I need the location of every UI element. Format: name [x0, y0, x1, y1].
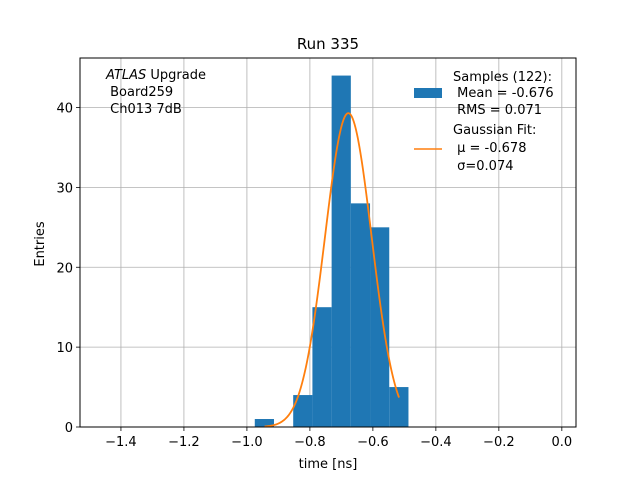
- histogram-bar: [331, 75, 351, 428]
- annotation-board: Board259: [106, 85, 173, 100]
- x-tick-label: −1.4: [105, 435, 137, 450]
- x-tick-label: −0.4: [420, 435, 452, 450]
- histogram-bar: [312, 307, 332, 427]
- y-axis-label: Entries: [33, 221, 48, 267]
- legend: Samples (122): Mean = -0.676 RMS = 0.071…: [414, 70, 554, 174]
- axis-ticks: −1.4 −1.2 −1.0 −0.8 −0.6 −0.4 −0.2 0.0 0 10 20 30 40: [56, 102, 572, 450]
- legend-hist-line-3: RMS = 0.071: [453, 103, 542, 118]
- annotation-upgrade: Upgrade: [146, 68, 206, 83]
- histogram-bar: [350, 203, 371, 427]
- svg-text:ATLAS Upgrade: ATLAS Upgrade: [105, 68, 206, 83]
- annotation-channel: Ch013 7dB: [106, 102, 182, 117]
- histogram-bars: [254, 75, 409, 428]
- plot-frame: [79, 57, 577, 428]
- x-axis-label: time [ns]: [299, 457, 358, 472]
- legend-hist-line-2: Mean = -0.676: [453, 86, 554, 101]
- histogram-bar: [370, 227, 390, 427]
- x-tick-label: −0.2: [483, 435, 515, 450]
- x-tick-label: −1.2: [168, 435, 200, 450]
- legend-hist-swatch: [414, 88, 442, 98]
- x-tick-label: −0.6: [357, 435, 389, 450]
- legend-fit-line-2: μ = -0.678: [453, 141, 526, 156]
- annotation-atlas: ATLAS: [105, 68, 146, 83]
- y-tick-label: 40: [56, 102, 73, 117]
- y-tick-label: 0: [65, 421, 73, 436]
- x-tick-label: −1.0: [231, 435, 263, 450]
- histogram-bar: [389, 387, 409, 427]
- histogram-bar: [254, 419, 274, 427]
- x-tick-label: 0.0: [551, 435, 572, 450]
- legend-hist-line-1: Samples (122):: [453, 70, 552, 85]
- histogram-bar: [293, 395, 313, 427]
- legend-fit-line-1: Gaussian Fit:: [453, 123, 536, 138]
- y-tick-label: 20: [56, 261, 73, 276]
- legend-fit-line-3: σ=0.074: [453, 159, 513, 174]
- experiment-annotation: ATLAS Upgrade Board259 Ch013 7dB: [105, 68, 206, 117]
- gaussian-fit-curve: [264, 112, 400, 428]
- gaussian-fit-curve-group: [264, 112, 400, 428]
- chart-title: Run 335: [297, 35, 359, 53]
- y-tick-label: 30: [56, 181, 73, 196]
- y-tick-label: 10: [56, 341, 73, 356]
- x-tick-label: −0.8: [294, 435, 326, 450]
